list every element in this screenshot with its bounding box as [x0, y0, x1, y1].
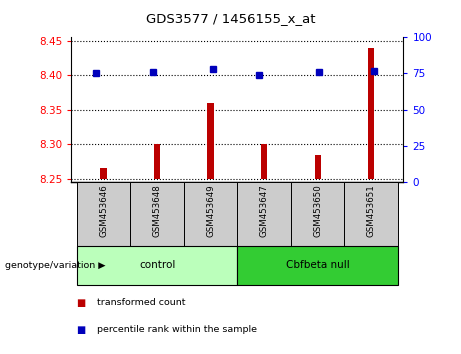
Bar: [237, 246, 398, 285]
Text: control: control: [139, 261, 175, 270]
Text: Cbfbeta null: Cbfbeta null: [286, 261, 349, 270]
Text: GSM453647: GSM453647: [260, 184, 269, 237]
Bar: [130, 182, 184, 246]
Text: GDS3577 / 1456155_x_at: GDS3577 / 1456155_x_at: [146, 12, 315, 25]
Text: GSM453649: GSM453649: [206, 184, 215, 237]
Bar: [77, 246, 237, 285]
Text: transformed count: transformed count: [97, 298, 185, 307]
Text: ■: ■: [76, 325, 85, 335]
Bar: [237, 182, 291, 246]
Text: GSM453651: GSM453651: [367, 184, 376, 237]
Bar: [344, 182, 398, 246]
Bar: [291, 182, 344, 246]
Bar: [77, 182, 130, 246]
Bar: [154, 144, 160, 179]
Bar: [261, 144, 267, 179]
Text: percentile rank within the sample: percentile rank within the sample: [97, 325, 257, 335]
Text: ■: ■: [76, 298, 85, 308]
Bar: [184, 182, 237, 246]
Bar: [100, 169, 107, 179]
Bar: [314, 155, 321, 179]
Text: GSM453650: GSM453650: [313, 184, 322, 237]
Bar: [207, 103, 214, 179]
Text: GSM453646: GSM453646: [99, 184, 108, 237]
Text: GSM453648: GSM453648: [153, 184, 162, 237]
Text: genotype/variation ▶: genotype/variation ▶: [5, 261, 105, 270]
Bar: [368, 47, 374, 179]
